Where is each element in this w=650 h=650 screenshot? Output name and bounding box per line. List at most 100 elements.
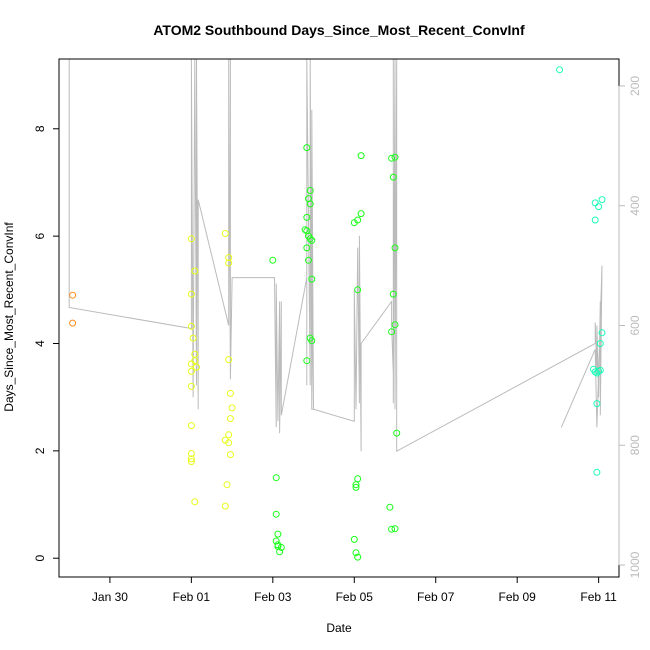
data-point (598, 329, 606, 337)
data-point (388, 154, 396, 162)
y2-tick-label: 400 (628, 195, 642, 215)
data-point (354, 216, 362, 224)
data-point (352, 483, 360, 491)
data-point (301, 226, 309, 234)
data-point (303, 144, 311, 152)
data-point (354, 553, 362, 561)
data-point (225, 254, 233, 262)
data-point (223, 481, 231, 489)
x-tick-label: Feb 11 (580, 590, 617, 604)
data-point (306, 235, 314, 243)
data-point (226, 389, 234, 397)
data-point (69, 319, 77, 327)
data-point (272, 510, 280, 518)
plot-frame (58, 58, 620, 578)
data-point (225, 431, 233, 439)
data-point (596, 340, 604, 347)
x-tick-label: Feb 07 (417, 590, 455, 604)
data-point (187, 290, 195, 298)
data-point (276, 548, 284, 556)
y2-tick-label: 200 (628, 76, 642, 96)
data-point (598, 196, 606, 204)
chart-title: ATOM2 Southbound Days_Since_Most_Recent_… (153, 22, 525, 38)
data-point (228, 404, 236, 412)
data-point (350, 535, 358, 543)
data-point (391, 153, 399, 161)
data-point (556, 66, 564, 74)
data-point (308, 236, 316, 244)
x-tick-label: Feb 03 (254, 590, 292, 604)
data-point (308, 337, 316, 345)
data-point (354, 286, 362, 294)
series-yellow (187, 230, 236, 510)
data-point (221, 502, 229, 510)
data-point (389, 173, 397, 181)
data-point (187, 422, 195, 430)
data-point (357, 152, 365, 160)
data-point (226, 415, 234, 423)
y-tick-label: 4 (33, 340, 47, 347)
series-green (269, 144, 401, 561)
data-point (391, 321, 399, 329)
data-point (189, 334, 197, 342)
data-point (187, 367, 195, 375)
x-axis: Jan 30 Feb 01 Feb 03 Feb 05 Feb 07 Feb 09 Feb … (92, 576, 617, 604)
data-point (187, 235, 195, 243)
data-point (352, 549, 360, 557)
data-point (187, 455, 195, 463)
data-point (277, 544, 285, 551)
data-point (593, 400, 601, 408)
data-point (187, 450, 195, 457)
y-tick-label: 0 (33, 555, 47, 562)
data-point (308, 275, 316, 283)
data-point (591, 199, 599, 207)
data-point (388, 525, 396, 533)
y-tick-label: 8 (33, 125, 47, 132)
y2-axis: 200 400 600 800 1000 (618, 76, 642, 578)
data-point (191, 267, 199, 275)
y-tick-label: 6 (33, 232, 47, 239)
x-tick-label: Feb 09 (499, 590, 537, 604)
data-point (591, 216, 599, 224)
series-teal (556, 66, 606, 476)
data-point (187, 458, 195, 466)
data-point (303, 357, 311, 365)
data-point (388, 328, 396, 336)
data-point (386, 503, 394, 511)
y-axis-label: Days_Since_Most_Recent_ConvInf (2, 222, 16, 412)
data-point (225, 439, 233, 447)
secondary-series-line (68, 58, 603, 453)
y2-tick-label: 1000 (628, 551, 642, 578)
data-point (69, 291, 77, 299)
data-point (303, 213, 311, 221)
data-point (352, 481, 360, 489)
data-point (391, 244, 399, 252)
x-tick-label: Feb 01 (173, 590, 211, 604)
data-point (389, 290, 397, 298)
data-point (305, 256, 312, 264)
data-point (595, 367, 603, 375)
data-point (303, 244, 311, 252)
data-point (593, 468, 601, 476)
data-point (193, 363, 200, 371)
data-point (187, 382, 195, 390)
x-tick-label: Feb 05 (336, 590, 374, 604)
data-point (357, 210, 365, 218)
data-point (191, 357, 199, 365)
data-point (393, 429, 401, 437)
data-point (391, 525, 399, 533)
data-points-layer (69, 66, 606, 561)
data-point (269, 256, 277, 264)
data-point (306, 187, 314, 194)
y2-tick-label: 600 (628, 315, 642, 335)
y2-tick-label: 800 (628, 435, 642, 455)
y-axis: 0 2 4 6 8 (33, 125, 60, 562)
data-point (225, 356, 233, 364)
data-point (596, 366, 604, 374)
series-orange (69, 291, 77, 327)
secondary-line-layer (68, 58, 603, 453)
data-point (272, 474, 280, 482)
data-point (595, 203, 603, 211)
data-point (221, 230, 229, 237)
